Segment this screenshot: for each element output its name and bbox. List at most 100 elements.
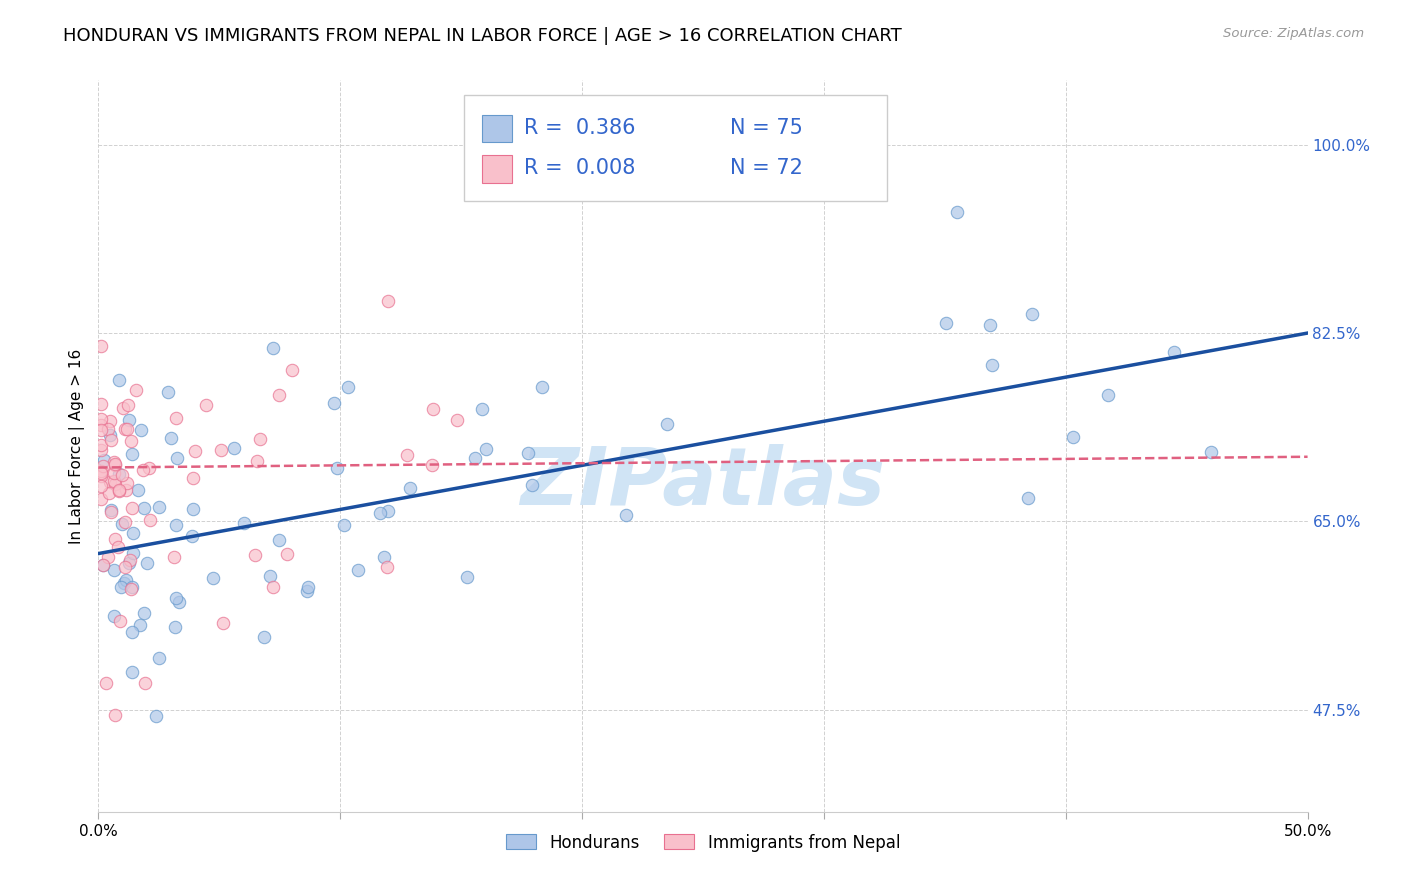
Point (281, 362, 304, 376)
Point (209, 442, 232, 457)
Point (657, 417, 679, 432)
Point (127, 483, 149, 498)
Point (100, 503, 122, 517)
Point (474, 442, 496, 456)
Point (90, 397, 112, 411)
Legend: Hondurans, Immigrants from Nepal: Hondurans, Immigrants from Nepal (499, 827, 907, 858)
Point (90, 418, 112, 433)
Point (98, 414, 121, 428)
Point (129, 423, 152, 437)
Point (169, 595, 191, 609)
Point (111, 517, 134, 532)
Point (111, 401, 134, 415)
Point (373, 549, 395, 564)
Point (91, 558, 114, 573)
Point (1017, 491, 1039, 506)
Point (121, 447, 143, 461)
Point (115, 422, 138, 436)
Point (108, 484, 131, 499)
Point (90, 339, 112, 353)
Point (120, 553, 142, 567)
Point (98, 475, 121, 489)
Point (97, 422, 120, 436)
Point (336, 380, 359, 394)
Point (1199, 444, 1222, 458)
Point (121, 526, 143, 541)
Point (246, 453, 269, 467)
Point (297, 580, 319, 594)
Point (1097, 387, 1119, 401)
Point (107, 540, 129, 554)
Point (114, 422, 136, 436)
Point (90, 469, 112, 483)
Point (368, 506, 391, 520)
Point (333, 517, 356, 532)
Point (531, 379, 554, 393)
Text: N = 75: N = 75 (730, 118, 803, 138)
Point (100, 433, 122, 447)
FancyBboxPatch shape (482, 115, 512, 143)
Point (1062, 430, 1084, 444)
Point (166, 450, 188, 465)
Point (104, 458, 127, 473)
Point (110, 580, 132, 594)
Point (120, 434, 142, 448)
Point (125, 383, 148, 397)
Y-axis label: In Labor Force | Age > 16: In Labor Force | Age > 16 (69, 349, 86, 543)
Point (269, 388, 291, 402)
Point (163, 550, 186, 565)
Point (114, 516, 136, 530)
Point (97, 549, 120, 564)
Point (139, 513, 162, 527)
Point (90, 478, 112, 492)
Point (103, 608, 125, 623)
Point (180, 529, 202, 543)
Point (90, 466, 112, 480)
Point (117, 398, 139, 412)
Point (212, 615, 235, 630)
Point (377, 294, 399, 309)
Point (326, 460, 349, 475)
Point (103, 466, 125, 480)
Point (90, 412, 112, 426)
Point (201, 571, 224, 585)
Point (114, 573, 136, 587)
Point (108, 483, 131, 497)
Point (134, 675, 156, 690)
Text: N = 72: N = 72 (730, 158, 803, 178)
Point (104, 477, 127, 491)
Point (148, 500, 170, 515)
Point (148, 650, 170, 665)
Point (134, 606, 156, 620)
Point (98, 486, 121, 500)
Point (115, 483, 138, 497)
Text: Source: ZipAtlas.com: Source: ZipAtlas.com (1223, 27, 1364, 40)
Point (157, 385, 180, 400)
Point (262, 580, 284, 594)
Point (120, 582, 142, 597)
Point (194, 398, 217, 412)
Point (946, 204, 969, 219)
Point (165, 411, 187, 425)
FancyBboxPatch shape (464, 95, 887, 201)
Point (90, 464, 112, 478)
Point (134, 501, 156, 516)
Point (115, 476, 138, 491)
Point (90, 423, 112, 437)
FancyBboxPatch shape (482, 155, 512, 183)
Point (112, 576, 135, 591)
Point (165, 517, 187, 532)
Point (138, 460, 160, 475)
Point (165, 619, 187, 633)
Point (1163, 345, 1185, 359)
Point (446, 413, 468, 427)
Point (103, 455, 125, 469)
Point (90, 442, 112, 457)
Point (183, 471, 205, 485)
Point (90, 437, 112, 451)
Point (249, 433, 271, 447)
Point (322, 396, 344, 410)
Point (1021, 307, 1043, 321)
Text: ZIPatlas: ZIPatlas (520, 443, 886, 522)
Point (114, 559, 136, 574)
